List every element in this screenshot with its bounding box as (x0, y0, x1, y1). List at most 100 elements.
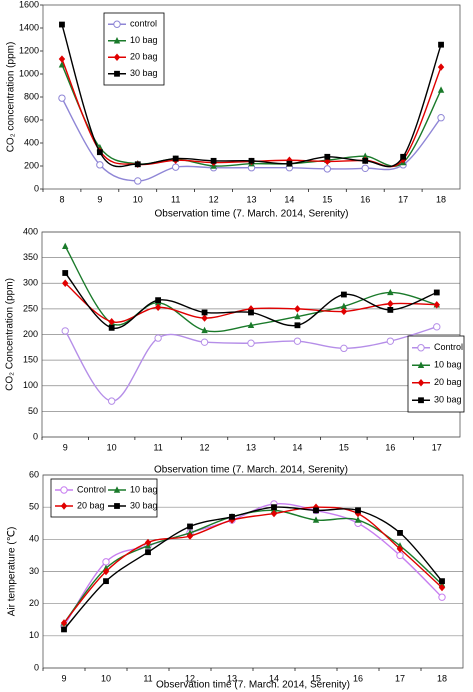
x-tick-label: 17 (432, 442, 442, 452)
legend-label: 30 bag (130, 500, 158, 510)
marker (113, 486, 121, 493)
marker (340, 344, 348, 353)
marker (433, 301, 440, 309)
y-tick-label: 1000 (19, 68, 39, 78)
marker (58, 94, 66, 102)
marker (59, 21, 65, 28)
y-tick-label: 20 (29, 598, 39, 608)
marker (247, 305, 255, 313)
marker (294, 322, 301, 329)
marker (61, 626, 67, 633)
y-tick-label: 800 (24, 91, 39, 101)
y-tick-label: 250 (23, 303, 38, 313)
marker (417, 379, 425, 387)
y-tick-label: 1600 (19, 0, 39, 9)
marker (387, 307, 394, 313)
marker (187, 523, 193, 530)
x-tick-label: 12 (209, 194, 219, 204)
marker (433, 289, 440, 296)
series-line (64, 326, 437, 402)
y-axis-title: CO₂ Concentration (ppm) (5, 278, 16, 391)
marker (433, 323, 441, 331)
marker (354, 516, 362, 523)
x-tick-label: 11 (143, 673, 152, 683)
marker (113, 37, 121, 44)
marker (210, 157, 217, 164)
marker (186, 529, 194, 536)
y-tick-label: 1200 (19, 45, 39, 55)
y-tick-label: 100 (23, 380, 38, 390)
marker (154, 334, 162, 342)
series-line (63, 506, 443, 630)
marker (397, 530, 403, 536)
y-tick-label: 1400 (19, 22, 39, 32)
marker (144, 538, 152, 547)
marker (134, 177, 142, 185)
marker (108, 324, 115, 331)
marker (113, 20, 121, 28)
marker (171, 163, 180, 171)
marker (155, 297, 162, 304)
marker (438, 593, 446, 601)
marker (61, 327, 69, 335)
marker (286, 160, 293, 167)
marker (248, 157, 255, 164)
y-tick-label: 10 (29, 630, 39, 640)
x-tick-label: 14 (292, 442, 302, 452)
series-line (63, 506, 443, 624)
x-axis-title: Observation time (7. March. 2014, Sereni… (154, 465, 348, 476)
marker (58, 55, 66, 63)
x-tick-label: 9 (61, 673, 66, 683)
marker (62, 270, 69, 276)
marker (340, 291, 347, 298)
y-tick-label: 50 (28, 406, 38, 416)
y-tick-label: 350 (23, 252, 38, 262)
marker (114, 503, 120, 509)
marker (201, 314, 208, 322)
y-axis-title: CO₂ concentration (ppm) (6, 42, 17, 153)
marker (418, 397, 424, 404)
marker (362, 152, 369, 159)
marker (201, 309, 208, 316)
marker (438, 583, 446, 592)
legend-label: control (130, 19, 157, 29)
marker (437, 86, 445, 93)
y-axis-title: Air temperature (℃) (7, 527, 18, 617)
marker (286, 156, 293, 164)
marker (386, 337, 395, 345)
x-tick-label: 11 (153, 442, 162, 452)
x-tick-label: 17 (398, 194, 408, 204)
x-axis-title: Observation time (7. March. 2014, Sereni… (156, 680, 350, 691)
marker (103, 578, 109, 585)
y-tick-label: 400 (24, 137, 39, 147)
marker (355, 507, 361, 514)
legend-label: 20 bag (77, 500, 105, 510)
marker (60, 619, 68, 627)
marker (200, 338, 209, 346)
legend-label: 30 bag (434, 395, 462, 405)
legend-label: Control (434, 342, 463, 352)
marker (96, 149, 103, 156)
series-line (64, 272, 438, 329)
marker (62, 242, 69, 250)
y-tick-label: 150 (23, 355, 38, 365)
marker (154, 303, 162, 312)
marker (312, 516, 320, 523)
y-tick-label: 600 (24, 114, 39, 124)
x-tick-label: 13 (246, 194, 256, 204)
marker (362, 157, 369, 164)
x-tick-label: 10 (101, 673, 111, 683)
marker (145, 549, 151, 556)
y-tick-label: 0 (34, 662, 39, 672)
legend-label: Control (77, 484, 106, 494)
marker (439, 578, 445, 585)
marker (134, 161, 141, 168)
x-tick-label: 9 (63, 442, 68, 452)
y-tick-label: 0 (34, 183, 39, 193)
x-tick-label: 16 (360, 194, 370, 204)
x-tick-label: 12 (185, 673, 195, 683)
x-tick-label: 9 (97, 194, 102, 204)
marker (62, 279, 69, 287)
x-axis-title: Observation time (7. March. 2014, Sereni… (155, 209, 349, 220)
